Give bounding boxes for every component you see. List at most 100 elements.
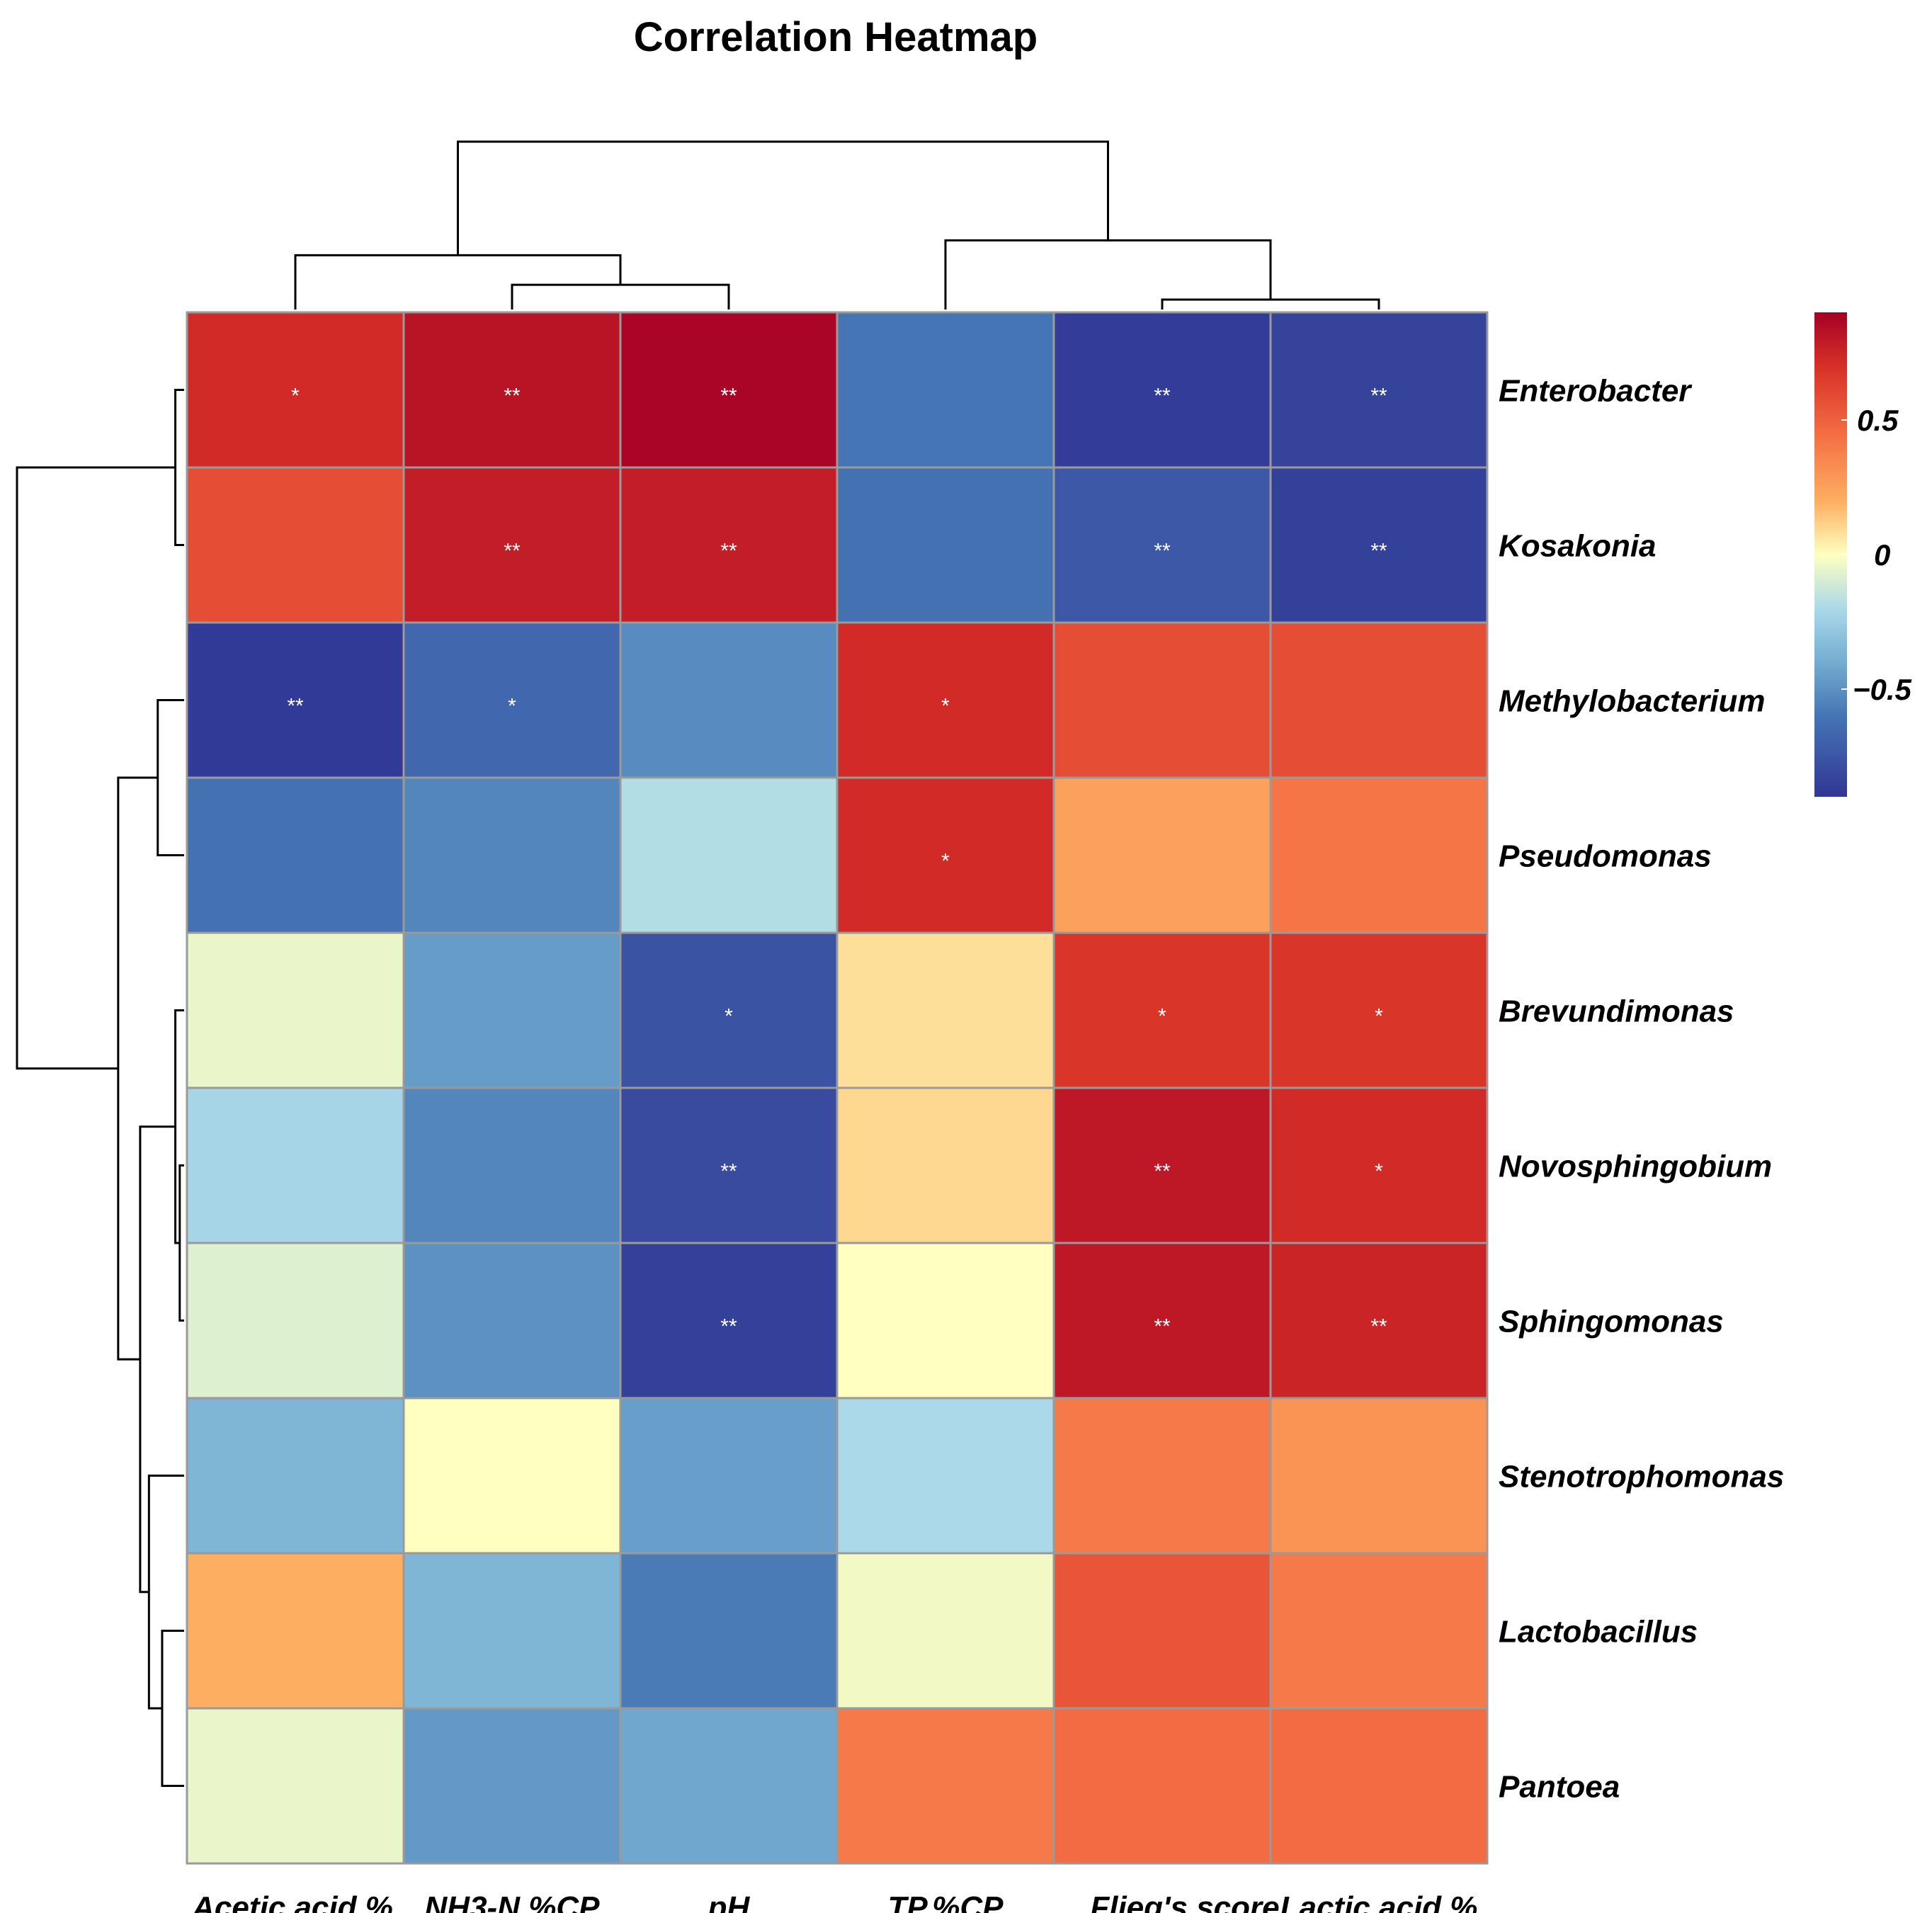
column-labels: Acetic acid,% NH3-N,%CP pH TP,%CP Flieg's sc…: [191, 1890, 1477, 1913]
column-label-nh3-n-cp: NH3-N,%CP: [425, 1890, 601, 1913]
row-label-pseudomonas: Pseudomonas: [1499, 839, 1712, 874]
significance-marker: **: [720, 1160, 737, 1183]
heatmap-cell-novosphingobium-nh3-n-cp: [402, 1086, 622, 1244]
significance-marker: **: [287, 695, 304, 718]
heatmap-cell-novosphingobium-tp-cp: [836, 1086, 1055, 1244]
row-label-methylobacterium: Methylobacterium: [1499, 684, 1766, 719]
legend-tick-label: 0: [1874, 538, 1890, 572]
significance-marker: **: [1154, 1315, 1171, 1339]
heatmap-cell-kosakonia-ph: [619, 466, 839, 624]
heatmap-cell-sphingomonas-acetic-acid: [186, 1242, 405, 1400]
heatmap-cell-novosphingobium-acetic-acid: [186, 1086, 405, 1244]
heatmap-cell-brevundimonas-nh3-n-cp: [402, 931, 622, 1089]
legend-tick-label: −0.5: [1853, 673, 1912, 706]
column-dendrogram-branch-c5: [457, 140, 1109, 256]
heatmap-cell-pantoea-acetic-acid: [186, 1707, 405, 1865]
significance-marker: **: [1370, 540, 1387, 563]
heatmap-cell-stenotrophomonas-ph: [619, 1397, 839, 1555]
heatmap-cell-lactobacillus-ph: [619, 1552, 839, 1710]
row-label-enterobacter: Enterobacter: [1499, 374, 1693, 409]
row-label-brevundimonas: Brevundimonas: [1499, 994, 1734, 1029]
heatmap-cell-pseudomonas-lactic-acid: [1269, 776, 1489, 934]
column-dendrogram-branch-c3: [294, 254, 622, 310]
heatmap-cell-pseudomonas-acetic-acid: [186, 776, 405, 934]
significance-marker: *: [941, 695, 950, 718]
row-dendrogram-branch-r6: [147, 1475, 184, 1710]
color-legend: 0.5 0 −0.5: [1814, 312, 1912, 797]
heatmap-cell-methylobacterium-nh3-n-cp: [402, 621, 622, 779]
column-label-ph: pH: [708, 1890, 751, 1913]
heatmap-cell-kosakonia-nh3-n-cp: [402, 466, 622, 624]
row-dendrogram-branch-r7: [139, 1125, 176, 1594]
heatmap-cell-sphingomonas-lactic-acid: [1269, 1242, 1489, 1400]
significance-marker: **: [504, 540, 521, 563]
heatmap-cell-methylobacterium-ph: [619, 621, 839, 779]
column-label-acetic-acid: Acetic acid,%: [191, 1890, 393, 1913]
heatmap-cell-stenotrophomonas-flieg-s-score: [1052, 1397, 1272, 1555]
heatmap-cell-sphingomonas-flieg-s-score: [1052, 1242, 1272, 1400]
row-label-pantoea: Pantoea: [1499, 1770, 1620, 1805]
row-label-sphingomonas: Sphingomonas: [1499, 1305, 1724, 1339]
row-label-novosphingobium: Novosphingobium: [1499, 1149, 1772, 1184]
significance-markers: * ** ** ** **** ** ** **** * *** * *** ** *** ** **: [287, 385, 1387, 1339]
column-dendrogram-branch-c4: [944, 239, 1272, 310]
row-label-kosakonia: Kosakonia: [1499, 529, 1657, 564]
significance-marker: *: [1375, 1005, 1383, 1028]
heatmap-border: [186, 311, 1489, 1865]
significance-marker: **: [1154, 1160, 1171, 1183]
column-label-lactic-acid: Lactic acid,%: [1280, 1890, 1478, 1913]
significance-marker: **: [720, 1315, 737, 1339]
heatmap-cell-methylobacterium-flieg-s-score: [1052, 621, 1272, 779]
row-dendrogram-branch-r1: [174, 389, 184, 546]
heatmap-cell-brevundimonas-flieg-s-score: [1052, 931, 1272, 1089]
significance-marker: *: [508, 695, 516, 718]
heatmap-cell-enterobacter-tp-cp: [836, 311, 1055, 469]
column-dendrogram: [294, 140, 1380, 310]
heatmap-cells: [186, 311, 1489, 1865]
heatmap-cell-sphingomonas-nh3-n-cp: [402, 1242, 622, 1400]
heatmap-cell-lactobacillus-lactic-acid: [1269, 1552, 1489, 1710]
heatmap-cell-stenotrophomonas-lactic-acid: [1269, 1397, 1489, 1555]
heatmap-cell-enterobacter-nh3-n-cp: [402, 311, 622, 469]
heatmap-cell-sphingomonas-tp-cp: [836, 1242, 1055, 1400]
heatmap-cell-pseudomonas-tp-cp: [836, 776, 1055, 934]
heatmap-cell-brevundimonas-acetic-acid: [186, 931, 405, 1089]
significance-marker: **: [1370, 1315, 1387, 1339]
heatmap-cell-lactobacillus-tp-cp: [836, 1552, 1055, 1710]
heatmap-cell-enterobacter-ph: [619, 311, 839, 469]
legend-tick-label: 0.5: [1857, 404, 1899, 437]
row-dendrogram-branch-r9: [16, 466, 176, 1070]
significance-marker: **: [504, 385, 521, 408]
column-dendrogram-branch-c2: [1161, 298, 1380, 310]
heatmap-cell-sphingomonas-ph: [619, 1242, 839, 1400]
heatmap-cell-methylobacterium-lactic-acid: [1269, 621, 1489, 779]
row-dendrogram: [16, 389, 184, 1787]
significance-marker: *: [1375, 1160, 1383, 1183]
row-label-lactobacillus: Lactobacillus: [1499, 1615, 1698, 1650]
heatmap-cell-kosakonia-tp-cp: [836, 466, 1055, 624]
significance-marker: **: [720, 540, 737, 563]
heatmap-cell-lactobacillus-nh3-n-cp: [402, 1552, 622, 1710]
heatmap-cell-pantoea-tp-cp: [836, 1707, 1055, 1865]
chart-title: Correlation Heatmap: [634, 14, 1038, 60]
heatmap-cell-pseudomonas-nh3-n-cp: [402, 776, 622, 934]
significance-marker: **: [1154, 385, 1171, 408]
heatmap-cell-kosakonia-flieg-s-score: [1052, 466, 1272, 624]
heatmap-cell-novosphingobium-ph: [619, 1086, 839, 1244]
heatmap-cell-kosakonia-lactic-acid: [1269, 466, 1489, 624]
heatmap-cell-pseudomonas-flieg-s-score: [1052, 776, 1272, 934]
heatmap-cell-brevundimonas-lactic-acid: [1269, 931, 1489, 1089]
heatmap-cell-pantoea-ph: [619, 1707, 839, 1865]
heatmap-cell-kosakonia-acetic-acid: [186, 466, 405, 624]
heatmap-cell-pantoea-flieg-s-score: [1052, 1707, 1272, 1865]
row-labels: Enterobacter Kosakonia Methylobacterium Pse…: [1499, 374, 1784, 1805]
row-label-stenotrophomonas: Stenotrophomonas: [1499, 1460, 1784, 1494]
heatmap-cell-stenotrophomonas-acetic-acid: [186, 1397, 405, 1555]
heatmap-cell-pantoea-lactic-acid: [1269, 1707, 1489, 1865]
heatmap-cell-pantoea-nh3-n-cp: [402, 1707, 622, 1865]
significance-marker: *: [724, 1005, 733, 1028]
heatmap-cell-novosphingobium-lactic-acid: [1269, 1086, 1489, 1244]
significance-marker: *: [1158, 1005, 1166, 1028]
heatmap-cell-stenotrophomonas-tp-cp: [836, 1397, 1055, 1555]
